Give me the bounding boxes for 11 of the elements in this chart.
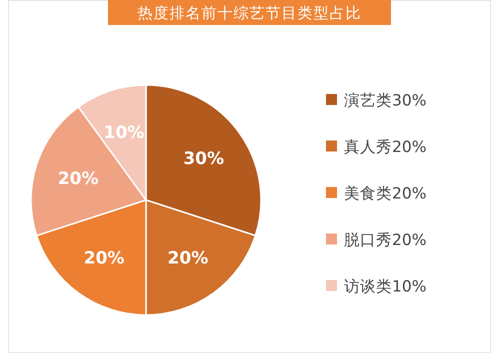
legend-label: 真人秀20%	[344, 138, 426, 156]
data-label: 20%	[58, 168, 99, 189]
data-label: 20%	[168, 248, 208, 269]
chart-title: 热度排名前十综艺节目类型占比	[138, 4, 362, 22]
data-label: 10%	[104, 123, 144, 144]
legend-label: 演艺类30%	[344, 92, 426, 110]
data-label: 20%	[84, 248, 124, 269]
legend-label: 访谈类10%	[344, 278, 426, 296]
legend-label: 脱口秀20%	[344, 231, 426, 249]
data-label: 30%	[183, 149, 224, 170]
legend-label: 美食类20%	[344, 184, 426, 202]
